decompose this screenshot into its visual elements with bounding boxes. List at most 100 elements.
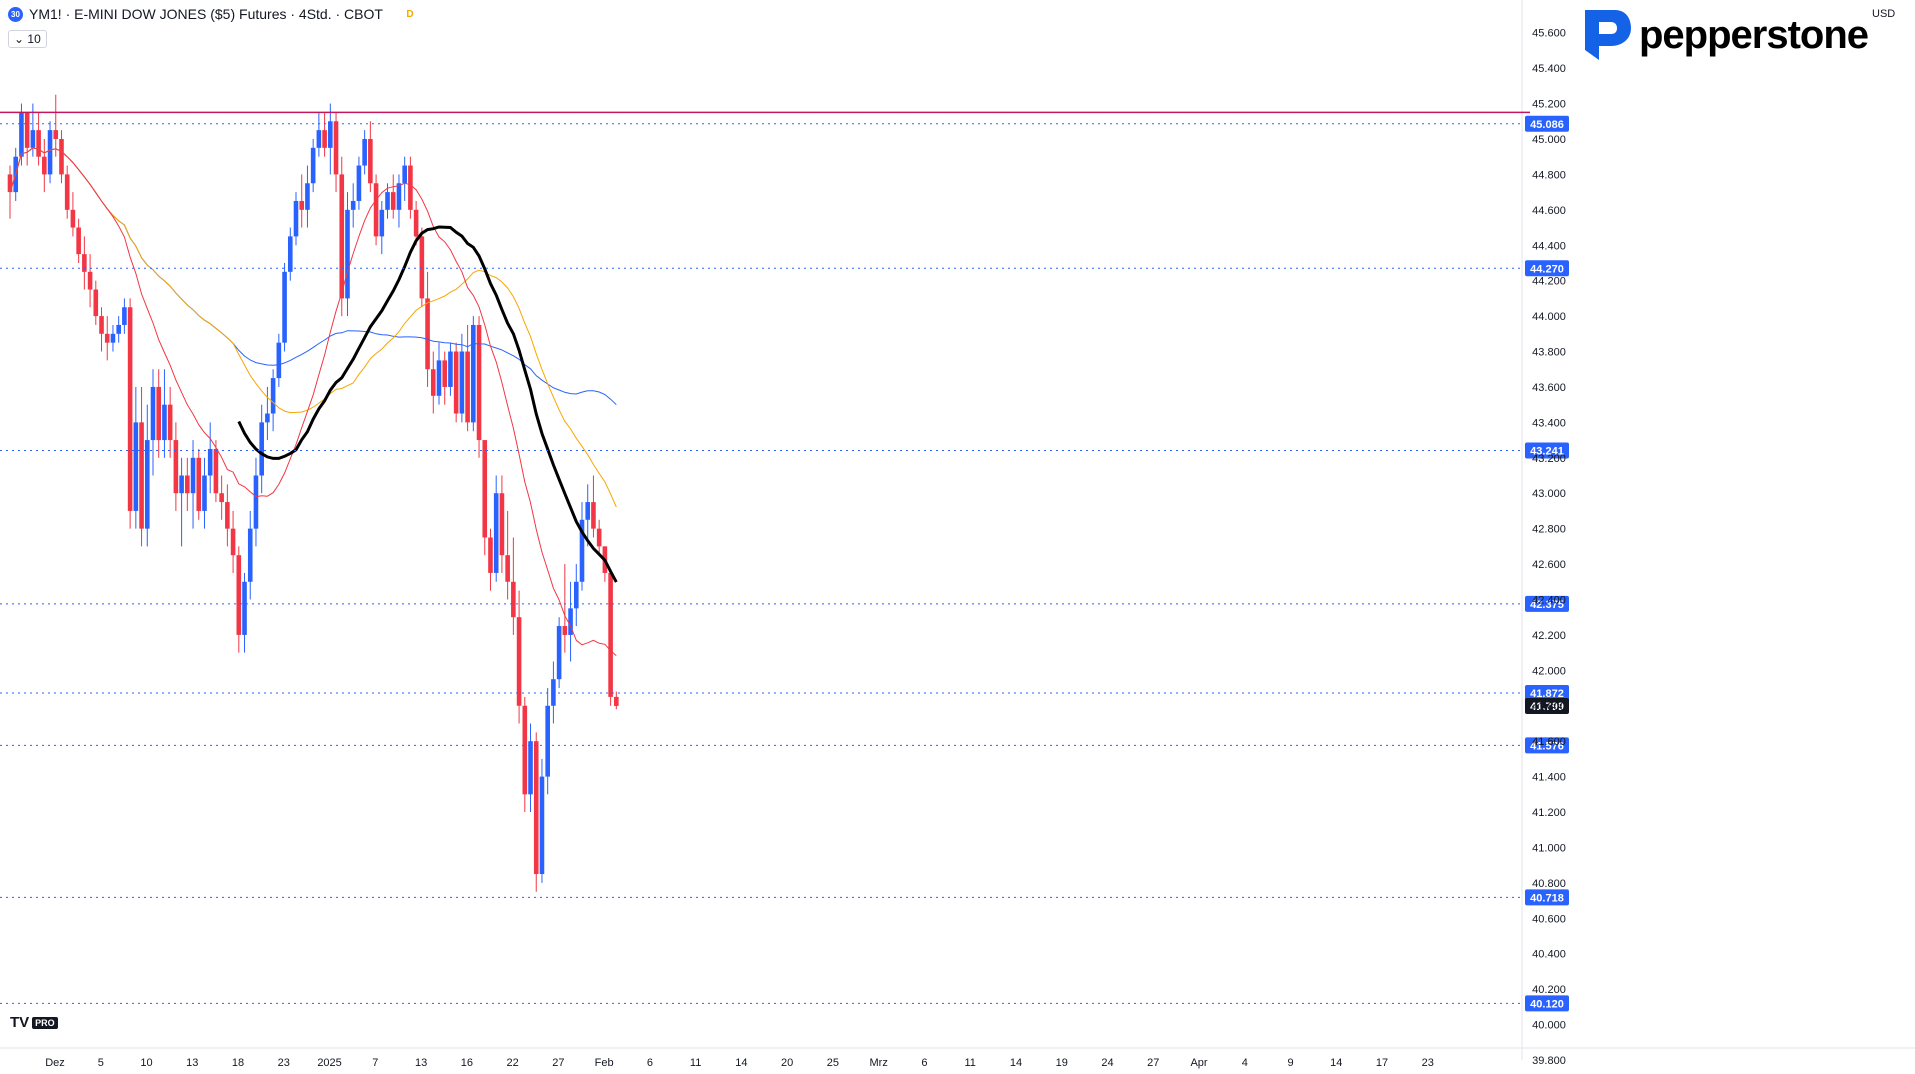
candle-body: [436, 360, 442, 396]
candle-body: [139, 422, 144, 529]
x-tick-label: 14: [1010, 1057, 1022, 1069]
candle-body: [556, 626, 562, 680]
x-tick-label: 27: [1147, 1057, 1159, 1069]
chart-title: YM1! · E-MINI DOW JONES ($5) Futures · 4…: [29, 6, 383, 22]
candle-body: [539, 776, 545, 875]
x-tick-label: Feb: [595, 1057, 614, 1069]
indicator-toggle[interactable]: ⌄ 10: [8, 30, 47, 48]
level-price-label: 41.872: [1530, 688, 1564, 700]
level-price-tag: [1525, 260, 1569, 277]
x-tick-label: 2025: [317, 1057, 341, 1069]
candle-body: [276, 342, 282, 379]
candle-body: [282, 271, 287, 343]
x-tick-label: 7: [372, 1057, 378, 1069]
x-tick-label: 17: [1376, 1057, 1388, 1069]
candle-body: [196, 457, 202, 511]
y-tick-label: 40.000: [1532, 1020, 1566, 1032]
candle-body: [516, 617, 522, 706]
x-tick-label: 27: [552, 1057, 564, 1069]
candle-body: [236, 555, 242, 635]
y-tick-label: 44.000: [1532, 311, 1566, 323]
candle-body: [596, 528, 602, 547]
candle-body: [562, 626, 568, 635]
candle-body: [425, 298, 430, 370]
candle-body: [242, 581, 247, 635]
x-tick-label: 6: [647, 1057, 653, 1069]
candle-body: [253, 475, 259, 529]
candle-body: [156, 386, 162, 441]
candle-body: [59, 138, 64, 175]
candle-body: [551, 679, 556, 706]
candle-body: [173, 440, 179, 494]
candle-body: [591, 502, 596, 529]
x-tick-label: Dez: [45, 1057, 65, 1069]
y-tick-label: 41.600: [1532, 736, 1566, 748]
candle-body: [408, 165, 413, 210]
candle-body: [573, 581, 579, 609]
candle-body: [247, 528, 253, 582]
y-tick-label: 44.200: [1532, 276, 1566, 288]
candle-body: [305, 183, 310, 210]
candle-body: [579, 519, 585, 582]
candle-body: [511, 581, 516, 618]
brand-name: pepperstone: [1639, 12, 1869, 57]
currency-label: USD: [1872, 8, 1896, 20]
x-tick-label: 23: [278, 1057, 290, 1069]
candle-body: [185, 475, 190, 494]
candle-body: [219, 493, 224, 503]
chevron-down-icon: ⌄: [14, 32, 25, 46]
candle-body: [385, 192, 390, 210]
level-price-label: 44.270: [1530, 263, 1564, 275]
x-tick-label: 13: [415, 1057, 427, 1069]
level-price-tag: [1525, 442, 1569, 459]
y-tick-label: 41.400: [1532, 772, 1566, 784]
candle-body: [36, 130, 41, 157]
candle-body: [402, 165, 407, 184]
candle-body: [419, 236, 425, 299]
level-price-tag: [1525, 737, 1569, 754]
candle-body: [70, 209, 76, 228]
candle-body: [568, 608, 573, 635]
candle-body: [190, 457, 196, 494]
chart-header: 30 YM1! · E-MINI DOW JONES ($5) Futures …: [8, 6, 417, 22]
level-price-label: 40.120: [1530, 998, 1564, 1010]
sma-red-line: [9, 147, 617, 656]
candle-body: [293, 200, 299, 237]
candle-body: [333, 121, 339, 175]
y-tick-label: 43.200: [1532, 453, 1566, 465]
x-tick-label: 14: [1330, 1057, 1342, 1069]
candle-body: [259, 422, 264, 476]
candle-body: [42, 156, 47, 175]
y-tick-label: 40.800: [1532, 878, 1566, 890]
candle-body: [270, 378, 276, 414]
y-tick-label: 45.400: [1532, 63, 1566, 75]
candle-body: [448, 351, 453, 387]
x-tick-label: 9: [1287, 1057, 1293, 1069]
candle-body: [207, 448, 213, 476]
tv-logo-text: TV: [10, 1014, 30, 1031]
candle-body: [93, 289, 99, 317]
y-tick-label: 45.200: [1532, 99, 1566, 111]
x-tick-label: 19: [1056, 1057, 1068, 1069]
y-tick-label: 44.800: [1532, 169, 1566, 181]
candle-body: [505, 555, 510, 582]
candle-body: [459, 351, 465, 414]
x-tick-label: Apr: [1190, 1057, 1207, 1069]
y-tick-label: 41.000: [1532, 842, 1566, 854]
y-tick-label: 43.800: [1532, 347, 1566, 359]
x-tick-label: 22: [506, 1057, 518, 1069]
candle-body: [453, 351, 459, 414]
candle-body: [356, 165, 362, 201]
candle-body: [390, 192, 396, 210]
candle-body: [310, 147, 316, 184]
y-tick-label: 42.000: [1532, 665, 1566, 677]
d-badge[interactable]: D: [406, 8, 414, 20]
candle-body: [482, 440, 488, 538]
candle-body: [213, 448, 219, 494]
candle-body: [53, 130, 59, 139]
candle-body: [99, 316, 104, 334]
candle-body: [162, 404, 167, 441]
x-tick-label: 11: [964, 1057, 975, 1069]
candle-body: [19, 112, 24, 157]
